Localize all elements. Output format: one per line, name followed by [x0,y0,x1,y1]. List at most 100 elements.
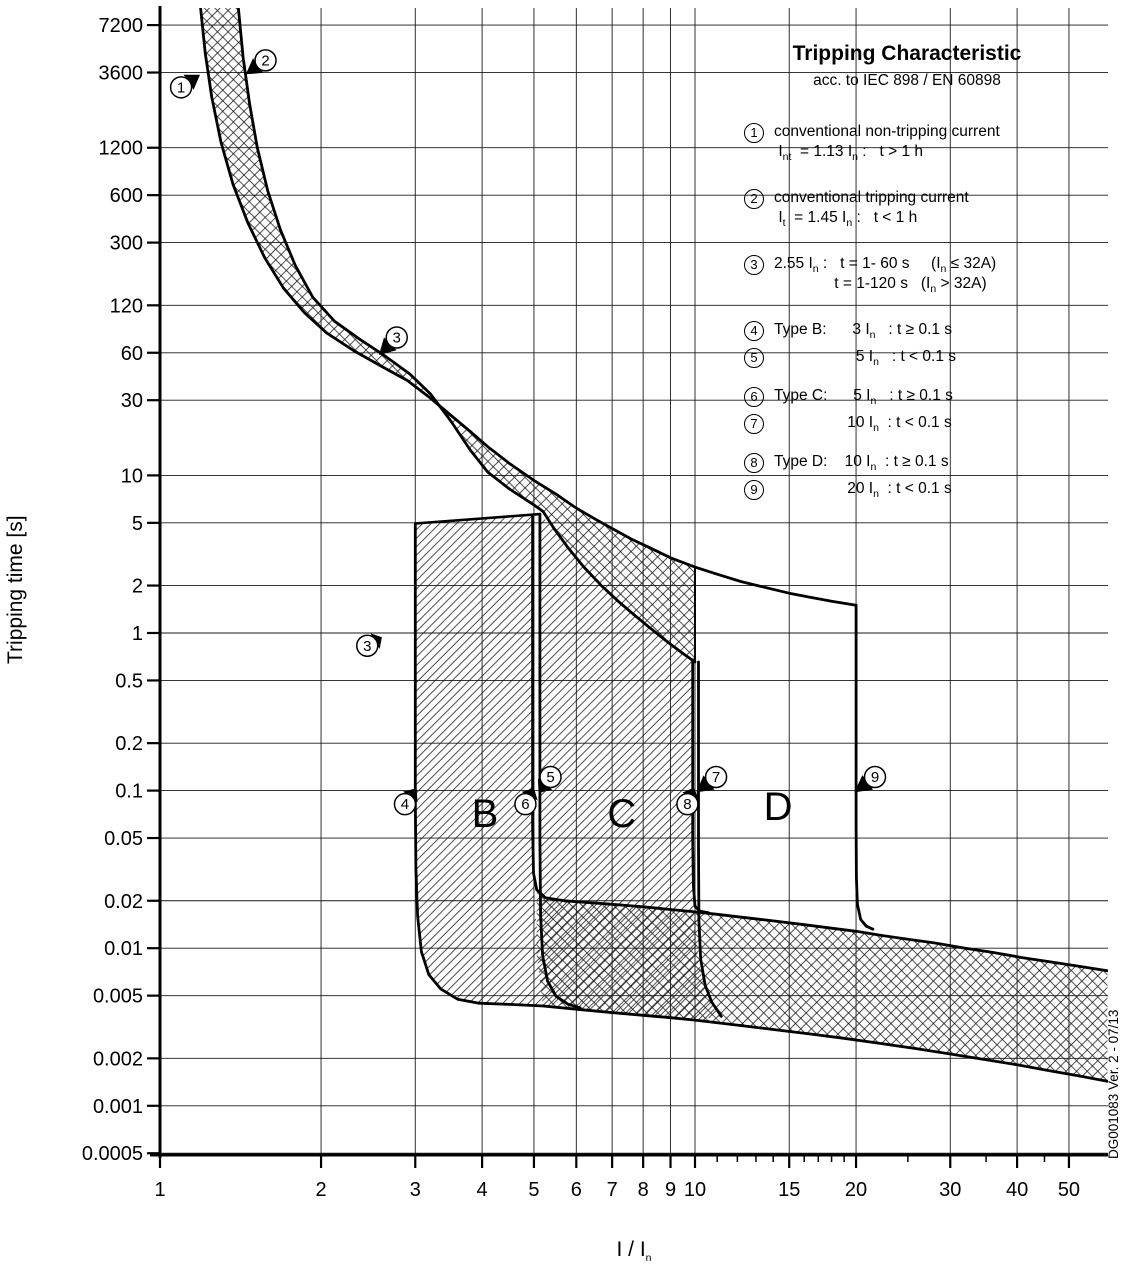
curve-c-min-line [538,512,582,1010]
chart-title-block: Tripping Characteristic acc. to IEC 898 … [742,42,1072,90]
zone-label-D: D [764,785,793,829]
svg-text:6: 6 [521,796,529,813]
legend-number-badge: 4 [744,321,764,341]
x-tick-label: 30 [939,1179,961,1201]
legend-entry-7: 7 10 In : t < 0.1 s [744,413,1084,434]
svg-text:3: 3 [363,638,371,655]
legend-entry-5: 5 5 In : t < 0.1 s [744,347,1084,368]
chart-title: Tripping Characteristic [792,42,1022,65]
x-tick-label: 40 [1006,1179,1028,1201]
legend-number-badge: 9 [744,480,764,500]
legend-entry-text: conventional non-tripping current Int = … [774,123,1000,164]
zone-label-C: C [607,792,636,836]
y-tick-label: 0.01 [104,938,143,960]
y-tick-label: 1 [132,623,143,645]
region-zone-c [539,514,722,1021]
y-tick-label: 5 [132,513,143,535]
marker-3: 3 [356,633,382,658]
marker-8: 8 [676,787,700,816]
curve-b-min-line [413,522,481,1005]
y-axis-title: Tripping time [s] [4,515,27,665]
axes: 7200360012006003001206030105210.50.20.10… [82,6,1108,1201]
legend-entry-text: conventional tripping current It = 1.45 … [774,189,969,230]
chart-legend: 1 conventional non-tripping current Int =… [744,122,1084,506]
y-tick-label: 2 [132,576,143,598]
marker-1: 1 [169,74,200,99]
legend-entry-text: Type C: 5 In : t ≥ 0.1 s [774,387,953,408]
y-tick-label: 300 [110,233,143,255]
x-tick-label: 1 [154,1179,165,1201]
y-tick-label: 600 [110,185,143,207]
y-tick-label: 1200 [99,138,144,160]
x-tick-label: 7 [607,1179,618,1201]
y-tick-label: 0.0005 [82,1143,143,1165]
svg-text:5: 5 [546,769,554,786]
chart-subtitle: acc. to IEC 898 / EN 60898 [813,72,1001,89]
curve-band-top-chain [563,899,1108,973]
x-axis-title: I / In [616,1238,652,1265]
y-tick-label: 0.005 [93,986,143,1008]
y-tick-label: 0.1 [115,781,143,803]
x-tick-label: 9 [665,1179,676,1201]
legend-number-badge: 5 [744,348,764,368]
curves [199,8,1108,1083]
x-tick-label: 50 [1058,1179,1080,1201]
legend-number-badge: 6 [744,387,764,407]
curve-b-max-line [531,513,566,903]
y-tick-label: 0.05 [104,828,143,850]
legend-entry-text: Type B: 3 In : t ≥ 0.1 s [774,321,953,342]
curve-d-min-line [697,660,723,1018]
x-tick-label: 3 [410,1179,421,1201]
legend-number-badge: 7 [744,414,764,434]
y-tick-label: 0.02 [104,891,143,913]
legend-entry-9: 9 20 In : t < 0.1 s [744,479,1084,500]
marker-2: 2 [245,49,277,75]
region-thermal-band [200,8,695,662]
svg-text:4: 4 [401,796,409,813]
y-tick-label: 0.5 [115,670,143,692]
legend-entry-text: Type D: 10 In : t ≥ 0.1 s [774,453,949,474]
y-tick-label: 7200 [99,15,144,37]
y-tick-label: 120 [110,295,143,317]
marker-3: 3 [379,326,408,355]
curve-upper-thermal [199,8,858,607]
svg-text:1: 1 [177,79,185,96]
zone-label-B: B [472,792,499,836]
legend-entry-text: 20 In : t < 0.1 s [774,480,952,501]
y-tick-label: 3600 [99,63,144,85]
document-number-watermark: DG001083 Ver. 2 - 07/13 [1106,1009,1121,1159]
legend-number-badge: 8 [744,453,764,473]
y-tick-label: 0.001 [93,1096,143,1118]
curve-band-bottom-chain [477,1001,1108,1083]
x-tick-label: 4 [477,1179,488,1201]
y-tick-label: 30 [121,390,143,412]
legend-entry-1: 1 conventional non-tripping current Int =… [744,122,1084,162]
legend-entry-4: 4 Type B: 3 In : t ≥ 0.1 s [744,320,1084,341]
y-tick-label: 60 [121,343,143,365]
svg-text:8: 8 [683,796,691,813]
x-tick-label: 10 [684,1179,706,1201]
x-tick-label: 5 [528,1179,539,1201]
svg-text:9: 9 [871,769,879,786]
zone-letters: B C D [472,785,793,836]
marker-7: 7 [696,765,728,793]
x-tick-label: 20 [845,1179,867,1201]
legend-entry-text: 2.55 In : t = 1- 60 s (In ≤ 32A) t = 1-1… [774,255,997,296]
marker-6: 6 [514,787,538,816]
legend-entry-6: 6 Type C: 5 In : t ≥ 0.1 s [744,386,1084,407]
svg-text:3: 3 [393,329,401,346]
legend-entry-text: 5 In : t < 0.1 s [774,348,957,369]
x-tick-label: 6 [571,1179,582,1201]
svg-text:7: 7 [712,769,720,786]
y-tick-label: 0.2 [115,733,143,755]
curve-b-top-edge [413,512,542,525]
y-tick-label: 0.002 [93,1048,143,1070]
curve-d-max-line [854,603,875,931]
x-tick-label: 15 [778,1179,800,1201]
legend-number-badge: 1 [744,123,764,143]
marker-9: 9 [854,765,887,793]
curve-lower-thermal [236,8,697,664]
x-tick-label: 8 [638,1179,649,1201]
legend-number-badge: 2 [744,189,764,209]
